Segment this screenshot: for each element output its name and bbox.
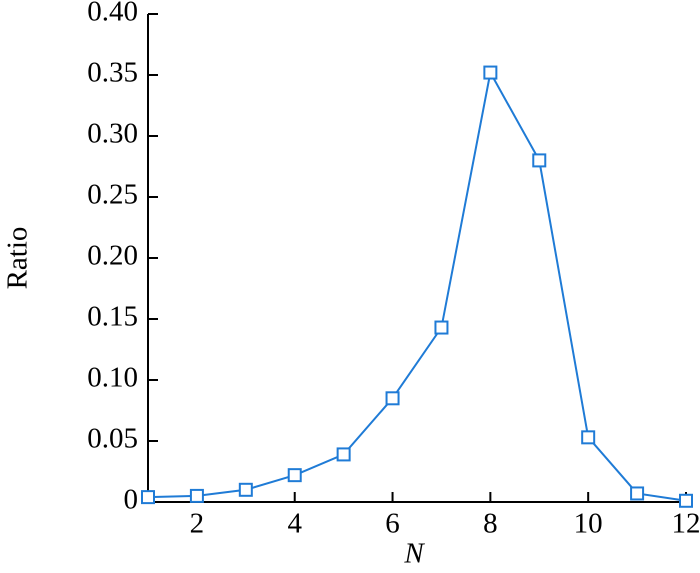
- x-tick-label: 4: [287, 508, 302, 540]
- x-tick-label: 8: [483, 508, 498, 540]
- y-axis-label: Ratio: [2, 227, 34, 290]
- y-tick-label: 0.15: [87, 301, 138, 333]
- line: [147, 69, 687, 502]
- marker: [581, 430, 596, 445]
- marker: [189, 488, 204, 503]
- marker: [336, 447, 351, 462]
- marker: [434, 320, 449, 335]
- x-tick-label: 10: [574, 508, 603, 540]
- x-tick-label: 12: [672, 508, 700, 540]
- marker: [630, 486, 645, 501]
- y-tick-label: 0.40: [87, 0, 138, 28]
- marker: [287, 468, 302, 483]
- marker: [385, 391, 400, 406]
- y-tick-label: 0.30: [87, 118, 138, 150]
- y-tick-label: 0.05: [87, 423, 138, 455]
- x-tick-label: 6: [385, 508, 400, 540]
- y-tick-label: 0.25: [87, 179, 138, 211]
- marker: [679, 493, 693, 508]
- marker: [483, 65, 498, 80]
- x-tick-label: 2: [190, 508, 205, 540]
- marker: [532, 153, 547, 168]
- y-tick-label: 0.10: [87, 362, 138, 394]
- y-tick-label: 0.35: [87, 57, 138, 89]
- x-axis-label: N: [403, 538, 425, 570]
- marker: [141, 490, 155, 505]
- y-tick-label: 0.20: [87, 240, 138, 272]
- y-tick-label: 0: [124, 484, 139, 516]
- marker: [238, 482, 253, 497]
